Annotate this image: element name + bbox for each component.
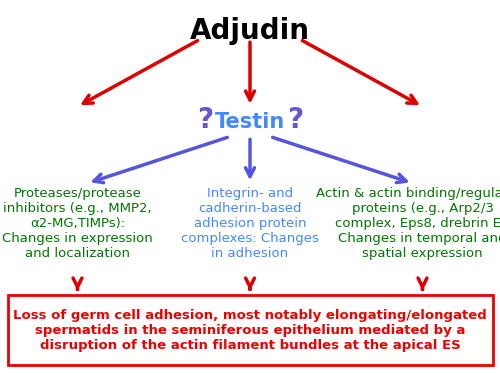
Text: ?: ? — [287, 106, 303, 134]
Text: Adjudin: Adjudin — [190, 17, 310, 45]
Text: Loss of germ cell adhesion, most notably elongating/elongated
spermatids in the : Loss of germ cell adhesion, most notably… — [13, 310, 487, 352]
Text: Proteases/protease
inhibitors (e.g., MMP2,
α2-MG,TIMPs):
Changes in expression
a: Proteases/protease inhibitors (e.g., MMP… — [2, 187, 153, 260]
Text: Testin: Testin — [215, 111, 285, 132]
Text: Integrin- and
cadherin-based
adhesion protein
complexes: Changes
in adhesion: Integrin- and cadherin-based adhesion pr… — [181, 187, 319, 260]
Text: ?: ? — [197, 106, 213, 134]
Text: Actin & actin binding/regulatory
proteins (e.g., Arp2/3
complex, Eps8, drebrin E: Actin & actin binding/regulatory protein… — [316, 187, 500, 260]
FancyBboxPatch shape — [8, 295, 492, 365]
